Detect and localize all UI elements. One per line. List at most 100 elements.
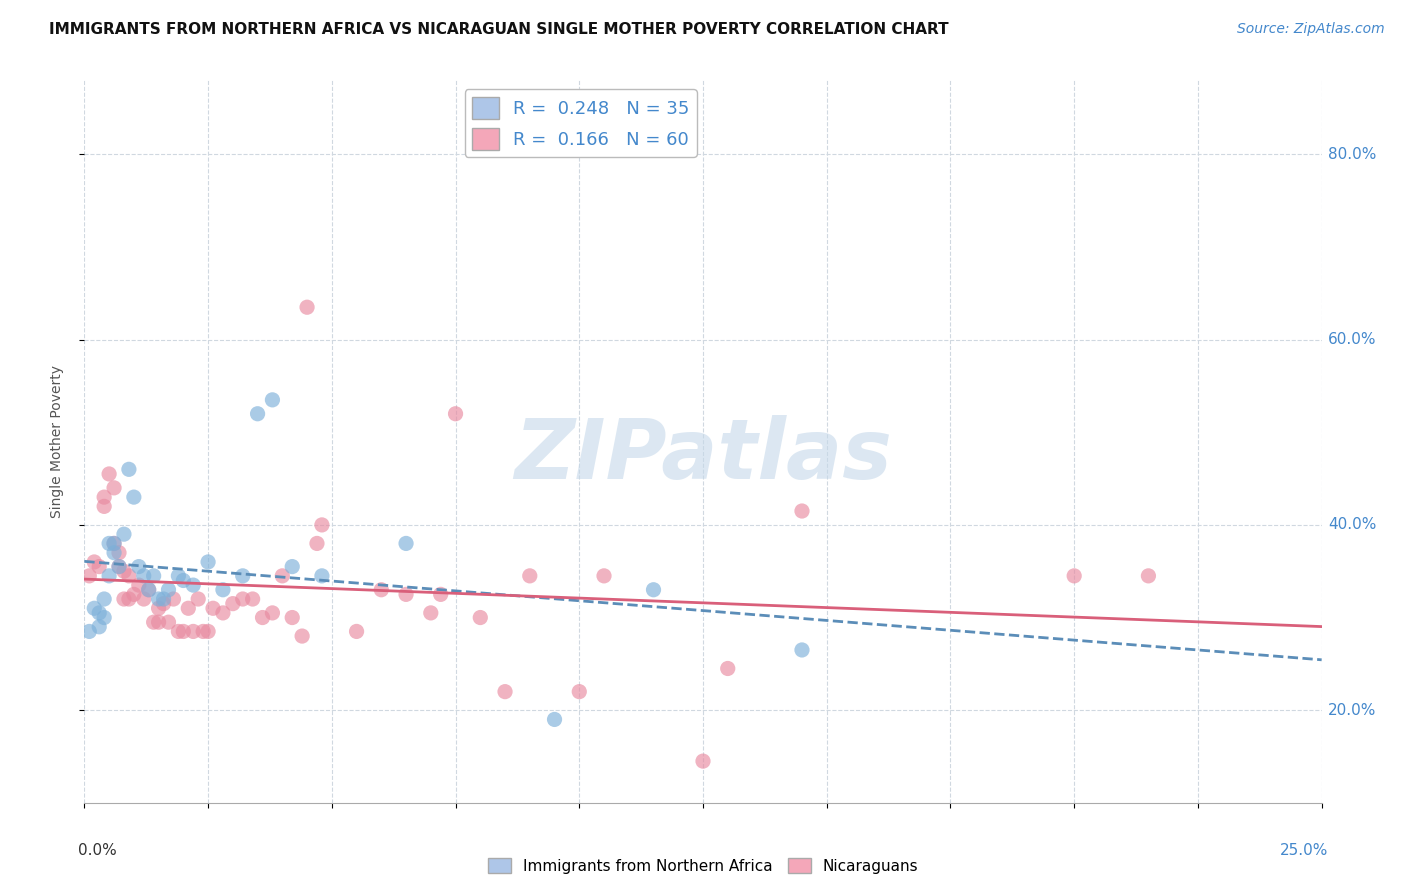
Point — [98, 569, 121, 583]
Point — [291, 629, 314, 643]
Point — [138, 582, 160, 597]
Text: 80.0%: 80.0% — [1327, 147, 1376, 161]
Text: 40.0%: 40.0% — [1327, 517, 1376, 533]
Point — [172, 574, 194, 588]
Point — [93, 490, 115, 504]
Point — [543, 713, 565, 727]
Point — [246, 407, 269, 421]
Point — [93, 610, 115, 624]
Point — [429, 587, 451, 601]
Point — [181, 578, 204, 592]
Point — [79, 569, 101, 583]
Point — [167, 569, 190, 583]
Point — [142, 615, 165, 630]
Point — [242, 592, 264, 607]
Point — [177, 601, 200, 615]
Point — [172, 624, 194, 639]
Legend: Immigrants from Northern Africa, Nicaraguans: Immigrants from Northern Africa, Nicarag… — [481, 852, 925, 880]
Point — [568, 684, 591, 698]
Point — [112, 592, 135, 607]
Point — [108, 559, 131, 574]
Text: 0.0%: 0.0% — [79, 843, 117, 857]
Point — [98, 467, 121, 481]
Point — [271, 569, 294, 583]
Point — [122, 490, 145, 504]
Point — [444, 407, 467, 421]
Point — [89, 620, 111, 634]
Point — [112, 527, 135, 541]
Point — [93, 592, 115, 607]
Point — [148, 615, 170, 630]
Legend: R =  0.248   N = 35, R =  0.166   N = 60: R = 0.248 N = 35, R = 0.166 N = 60 — [464, 89, 697, 157]
Point — [83, 555, 105, 569]
Point — [103, 481, 125, 495]
Point — [103, 536, 125, 550]
Text: Source: ZipAtlas.com: Source: ZipAtlas.com — [1237, 22, 1385, 37]
Point — [148, 601, 170, 615]
Point — [181, 624, 204, 639]
Point — [593, 569, 616, 583]
Point — [222, 597, 245, 611]
Point — [118, 462, 141, 476]
Point — [93, 500, 115, 514]
Point — [643, 582, 665, 597]
Point — [132, 569, 155, 583]
Point — [108, 546, 131, 560]
Point — [157, 615, 180, 630]
Point — [419, 606, 441, 620]
Point — [89, 606, 111, 620]
Point — [717, 661, 740, 675]
Text: ZIPatlas: ZIPatlas — [515, 416, 891, 497]
Point — [692, 754, 714, 768]
Point — [103, 546, 125, 560]
Point — [148, 592, 170, 607]
Point — [295, 300, 318, 314]
Point — [346, 624, 368, 639]
Point — [470, 610, 492, 624]
Point — [112, 564, 135, 578]
Point — [187, 592, 209, 607]
Point — [262, 606, 284, 620]
Point — [790, 643, 813, 657]
Point — [142, 569, 165, 583]
Point — [212, 582, 235, 597]
Point — [790, 504, 813, 518]
Point — [305, 536, 328, 550]
Point — [132, 592, 155, 607]
Point — [281, 559, 304, 574]
Point — [1063, 569, 1085, 583]
Point — [83, 601, 105, 615]
Point — [191, 624, 214, 639]
Point — [103, 536, 125, 550]
Text: IMMIGRANTS FROM NORTHERN AFRICA VS NICARAGUAN SINGLE MOTHER POVERTY CORRELATION : IMMIGRANTS FROM NORTHERN AFRICA VS NICAR… — [49, 22, 949, 37]
Point — [262, 392, 284, 407]
Point — [1137, 569, 1160, 583]
Point — [89, 559, 111, 574]
Y-axis label: Single Mother Poverty: Single Mother Poverty — [49, 365, 63, 518]
Point — [98, 536, 121, 550]
Point — [281, 610, 304, 624]
Point — [311, 517, 333, 532]
Text: 20.0%: 20.0% — [1327, 703, 1376, 718]
Text: 60.0%: 60.0% — [1327, 332, 1376, 347]
Point — [152, 592, 174, 607]
Point — [118, 569, 141, 583]
Point — [212, 606, 235, 620]
Point — [138, 582, 160, 597]
Point — [311, 569, 333, 583]
Point — [197, 555, 219, 569]
Point — [232, 569, 254, 583]
Point — [370, 582, 392, 597]
Point — [128, 578, 150, 592]
Point — [108, 559, 131, 574]
Point — [122, 587, 145, 601]
Point — [519, 569, 541, 583]
Point — [128, 559, 150, 574]
Point — [79, 624, 101, 639]
Point — [118, 592, 141, 607]
Point — [162, 592, 184, 607]
Point — [167, 624, 190, 639]
Point — [252, 610, 274, 624]
Point — [494, 684, 516, 698]
Point — [202, 601, 225, 615]
